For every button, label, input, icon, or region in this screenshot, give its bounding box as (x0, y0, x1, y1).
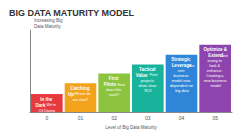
svg-text:Cont: Cont (220, 54, 229, 58)
svg-text:Cur: Cur (188, 64, 195, 68)
svg-text:Strategic: Strategic (171, 57, 192, 62)
svg-text:inuing to: inuing to (207, 59, 222, 63)
svg-text:Leverage: Leverage (171, 63, 192, 69)
svg-text:we start?: we start? (73, 98, 88, 102)
svg-text:does this: does this (106, 88, 122, 92)
svg-text:Data Maturity: Data Maturity (34, 24, 62, 29)
svg-text:business: business (173, 74, 189, 78)
svg-text:Dark: Dark (35, 103, 46, 108)
svg-text:model: model (209, 84, 221, 88)
svg-text:Where do: Where do (74, 92, 92, 96)
svg-text:Value: Value (136, 73, 148, 78)
svg-text:Increasing Big: Increasing Big (34, 18, 64, 23)
svg-text:01: 01 (78, 115, 84, 121)
svg-text:enhance.: enhance. (207, 69, 224, 73)
svg-text:BIG DATA MATURITY MODEL: BIG DATA MATURITY MODEL (9, 8, 134, 18)
svg-text:04: 04 (179, 115, 185, 121)
svg-text:In the: In the (40, 97, 53, 102)
svg-text:look &: look & (209, 64, 221, 68)
svg-text:rent: rent (178, 69, 186, 73)
svg-text:show clear: show clear (138, 84, 157, 88)
svg-text:03: 03 (145, 115, 151, 121)
svg-text:Optimize &: Optimize & (203, 47, 227, 52)
svg-text:Catching: Catching (70, 86, 91, 91)
svg-text:First: First (109, 76, 120, 81)
svg-text:First: First (150, 73, 158, 77)
svg-text:0: 0 (45, 115, 48, 121)
svg-text:How: How (117, 83, 126, 87)
svg-text:02: 02 (111, 115, 117, 121)
svg-text:ROI: ROI (144, 89, 151, 93)
svg-text:Tactical: Tactical (139, 67, 157, 72)
svg-text:projects: projects (141, 79, 155, 83)
svg-text:dependent on: dependent on (170, 84, 193, 88)
svg-text:Level of Big Data Maturity: Level of Big Data Maturity (105, 125, 157, 130)
svg-text:Creating a: Creating a (206, 74, 225, 78)
svg-text:Oil Diamo: Oil Diamo (38, 109, 55, 113)
svg-text:new business: new business (204, 79, 227, 83)
svg-text:Up: Up (68, 91, 74, 97)
svg-text:work?: work? (109, 93, 119, 97)
svg-text:We're: We're (46, 103, 57, 107)
svg-text:05: 05 (212, 115, 218, 121)
svg-text:big data: big data (174, 89, 189, 93)
svg-text:Extend: Extend (207, 53, 224, 59)
svg-text:Pilots: Pilots (104, 82, 117, 87)
svg-text:model now: model now (172, 79, 191, 83)
